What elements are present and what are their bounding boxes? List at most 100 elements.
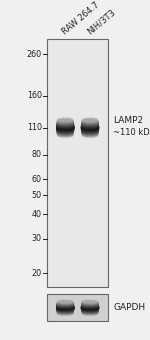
- Ellipse shape: [82, 118, 98, 122]
- Ellipse shape: [58, 313, 73, 316]
- Ellipse shape: [82, 131, 98, 135]
- Ellipse shape: [82, 311, 98, 314]
- Ellipse shape: [82, 302, 98, 305]
- Ellipse shape: [82, 313, 98, 316]
- Ellipse shape: [57, 119, 73, 123]
- Ellipse shape: [58, 133, 73, 137]
- Ellipse shape: [58, 134, 73, 138]
- Text: GAPDH: GAPDH: [113, 303, 145, 312]
- Ellipse shape: [58, 312, 73, 315]
- Ellipse shape: [57, 304, 73, 306]
- Ellipse shape: [57, 120, 73, 124]
- Ellipse shape: [82, 312, 98, 315]
- Text: 40: 40: [32, 210, 42, 219]
- Ellipse shape: [82, 303, 98, 305]
- Ellipse shape: [57, 308, 74, 311]
- Ellipse shape: [82, 303, 98, 306]
- Ellipse shape: [82, 132, 98, 135]
- Ellipse shape: [81, 306, 99, 309]
- Ellipse shape: [82, 304, 98, 306]
- Text: 80: 80: [32, 150, 42, 159]
- Text: RAW 264.7: RAW 264.7: [61, 0, 102, 36]
- Ellipse shape: [57, 309, 74, 311]
- Ellipse shape: [82, 119, 98, 122]
- Text: 20: 20: [32, 269, 42, 278]
- Ellipse shape: [57, 310, 73, 313]
- Ellipse shape: [82, 134, 98, 138]
- Ellipse shape: [82, 302, 98, 304]
- Ellipse shape: [82, 310, 98, 313]
- Ellipse shape: [57, 307, 74, 310]
- Bar: [47, 39, 108, 287]
- Ellipse shape: [82, 305, 98, 308]
- Ellipse shape: [82, 119, 98, 123]
- Ellipse shape: [82, 133, 98, 137]
- Ellipse shape: [57, 128, 74, 131]
- Ellipse shape: [58, 118, 73, 122]
- Ellipse shape: [82, 130, 98, 133]
- Ellipse shape: [57, 304, 74, 307]
- Ellipse shape: [82, 310, 98, 313]
- Ellipse shape: [58, 300, 73, 303]
- Ellipse shape: [82, 133, 98, 136]
- Ellipse shape: [57, 310, 73, 313]
- Ellipse shape: [57, 124, 74, 128]
- Ellipse shape: [57, 304, 74, 307]
- Ellipse shape: [57, 305, 74, 308]
- Ellipse shape: [82, 124, 98, 128]
- Ellipse shape: [57, 306, 74, 309]
- Ellipse shape: [82, 300, 98, 303]
- Ellipse shape: [81, 126, 99, 130]
- Ellipse shape: [57, 303, 73, 306]
- Ellipse shape: [82, 119, 98, 122]
- Ellipse shape: [58, 300, 73, 303]
- Ellipse shape: [82, 129, 98, 133]
- Ellipse shape: [81, 126, 99, 130]
- Bar: [47, 294, 108, 321]
- Ellipse shape: [82, 304, 98, 307]
- Ellipse shape: [57, 305, 74, 308]
- Ellipse shape: [82, 129, 98, 132]
- Ellipse shape: [57, 311, 73, 314]
- Ellipse shape: [57, 132, 73, 136]
- Ellipse shape: [57, 310, 73, 312]
- Ellipse shape: [81, 307, 99, 310]
- Ellipse shape: [58, 312, 73, 315]
- Ellipse shape: [57, 122, 73, 126]
- Ellipse shape: [82, 120, 98, 123]
- Ellipse shape: [82, 121, 98, 124]
- Ellipse shape: [82, 128, 98, 132]
- Ellipse shape: [57, 311, 73, 313]
- Ellipse shape: [81, 126, 99, 129]
- Ellipse shape: [82, 128, 98, 131]
- Text: ~110 kDa: ~110 kDa: [113, 128, 150, 137]
- Ellipse shape: [81, 306, 99, 309]
- Ellipse shape: [57, 133, 73, 136]
- Ellipse shape: [82, 304, 98, 307]
- Ellipse shape: [82, 312, 98, 315]
- Ellipse shape: [82, 311, 98, 313]
- Text: 60: 60: [32, 175, 42, 184]
- Text: 110: 110: [27, 123, 42, 132]
- Ellipse shape: [81, 307, 99, 310]
- Ellipse shape: [57, 126, 74, 130]
- Ellipse shape: [57, 132, 73, 135]
- Ellipse shape: [57, 302, 73, 305]
- Ellipse shape: [82, 309, 98, 312]
- Ellipse shape: [82, 310, 98, 312]
- Ellipse shape: [82, 311, 98, 314]
- Ellipse shape: [82, 122, 98, 126]
- Ellipse shape: [57, 301, 73, 304]
- Ellipse shape: [57, 130, 73, 133]
- Ellipse shape: [82, 124, 98, 128]
- Ellipse shape: [81, 125, 99, 129]
- Ellipse shape: [57, 301, 73, 304]
- Ellipse shape: [82, 308, 98, 311]
- Ellipse shape: [82, 303, 98, 306]
- Text: 160: 160: [27, 91, 42, 100]
- Ellipse shape: [57, 307, 74, 310]
- Ellipse shape: [82, 128, 98, 131]
- Ellipse shape: [82, 132, 98, 136]
- Text: NIH/3T3: NIH/3T3: [86, 8, 117, 36]
- Ellipse shape: [57, 131, 73, 135]
